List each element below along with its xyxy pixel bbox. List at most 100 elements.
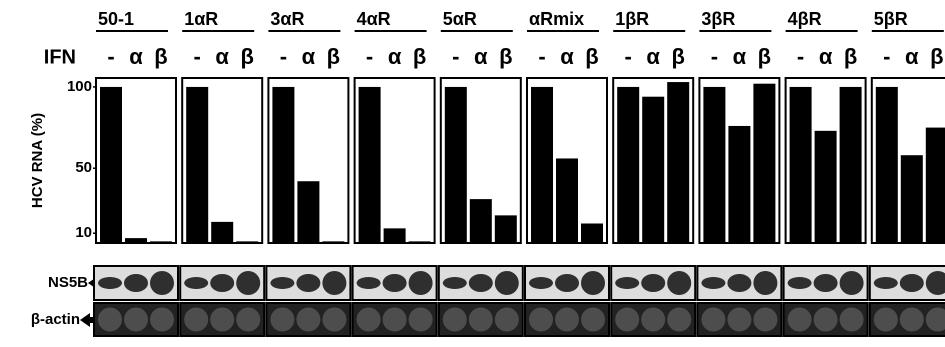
bar <box>470 199 492 243</box>
category-label: - <box>280 44 287 69</box>
bar <box>876 87 898 243</box>
blot-band <box>529 308 553 332</box>
blot-band <box>495 308 519 332</box>
blot-band <box>788 277 812 289</box>
category-label: - <box>625 44 632 69</box>
blot-band <box>210 274 234 292</box>
category-label: α <box>560 44 574 69</box>
category-label: - <box>711 44 718 69</box>
blot-band <box>727 308 751 332</box>
blot-band <box>469 308 493 332</box>
blot-band <box>409 308 433 332</box>
category-label: β <box>671 44 684 69</box>
blot-band <box>322 271 346 295</box>
category-label: β <box>154 44 167 69</box>
blot-band <box>495 271 519 295</box>
bar <box>753 84 775 243</box>
panel-title: 4βR <box>788 9 822 29</box>
category-label: α <box>388 44 402 69</box>
blot-band <box>874 277 898 289</box>
blot-band <box>701 308 725 332</box>
category-label: β <box>844 44 857 69</box>
blot-band <box>555 308 579 332</box>
blot-band <box>814 308 838 332</box>
panel-title: 3αR <box>270 9 304 29</box>
blot-band <box>900 308 924 332</box>
bar <box>556 158 578 243</box>
blot-band <box>900 274 924 292</box>
blot-band <box>753 271 777 295</box>
bar <box>531 87 553 243</box>
category-label: α <box>733 44 747 69</box>
category-label: α <box>819 44 833 69</box>
y-tick-label: 50 <box>75 159 92 176</box>
blot-band <box>236 308 260 332</box>
panel-title: 5βR <box>874 9 908 29</box>
blot-band <box>270 308 294 332</box>
y-tick-label: 100 <box>67 78 92 95</box>
y-tick-label: 10 <box>75 224 92 241</box>
bar <box>409 241 431 243</box>
blot-band <box>840 308 864 332</box>
blot-band <box>469 274 493 292</box>
bar <box>728 126 750 243</box>
blot-band <box>443 308 467 332</box>
blot-band <box>357 277 381 289</box>
category-label: β <box>930 44 943 69</box>
bar <box>297 181 319 243</box>
blot-band <box>270 277 294 289</box>
blot-label: β-actin <box>31 311 80 328</box>
category-label: α <box>215 44 229 69</box>
bar <box>926 128 945 243</box>
panel-title: 1βR <box>615 9 649 29</box>
category-label: α <box>646 44 660 69</box>
panel-title: 5αR <box>443 9 477 29</box>
blot-band <box>98 277 122 289</box>
bar <box>703 87 725 243</box>
category-label: - <box>194 44 201 69</box>
bar <box>100 87 122 243</box>
blot-band <box>322 308 346 332</box>
blot-band <box>641 274 665 292</box>
blot-band <box>184 308 208 332</box>
category-label: α <box>474 44 488 69</box>
category-label: α <box>129 44 143 69</box>
blot-band <box>124 308 148 332</box>
bar <box>150 241 172 243</box>
blot-band <box>753 308 777 332</box>
y-axis-label: HCV RNA (%) <box>29 113 46 208</box>
bar <box>384 228 406 243</box>
bar <box>901 155 923 243</box>
bar <box>236 241 258 243</box>
blot-band <box>641 308 665 332</box>
category-label: β <box>499 44 512 69</box>
blot-band <box>409 271 433 295</box>
blot-band <box>667 308 691 332</box>
category-label: α <box>905 44 919 69</box>
category-label: α <box>302 44 316 69</box>
panel-title: 1αR <box>184 9 218 29</box>
blot-band <box>150 308 174 332</box>
blot-band <box>296 308 320 332</box>
blot-band <box>874 308 898 332</box>
blot-band <box>814 274 838 292</box>
blot-band <box>98 308 122 332</box>
category-label: - <box>366 44 373 69</box>
blot-band <box>581 271 605 295</box>
blot-band <box>150 271 174 295</box>
bar <box>840 87 862 243</box>
category-label: β <box>585 44 598 69</box>
panel-title: 4αR <box>357 9 391 29</box>
category-label: - <box>797 44 804 69</box>
bar <box>815 131 837 243</box>
blot-band <box>236 271 260 295</box>
figure: IFN NS5B β-actin 50-11050100HCV RNA (%)-… <box>0 0 945 347</box>
panel-title: αRmix <box>529 9 584 29</box>
blot-band <box>296 274 320 292</box>
bar <box>211 222 233 243</box>
bar <box>272 87 294 243</box>
blot-band <box>443 277 467 289</box>
blot-band <box>701 277 725 289</box>
bar <box>359 87 381 243</box>
bar <box>322 241 344 243</box>
